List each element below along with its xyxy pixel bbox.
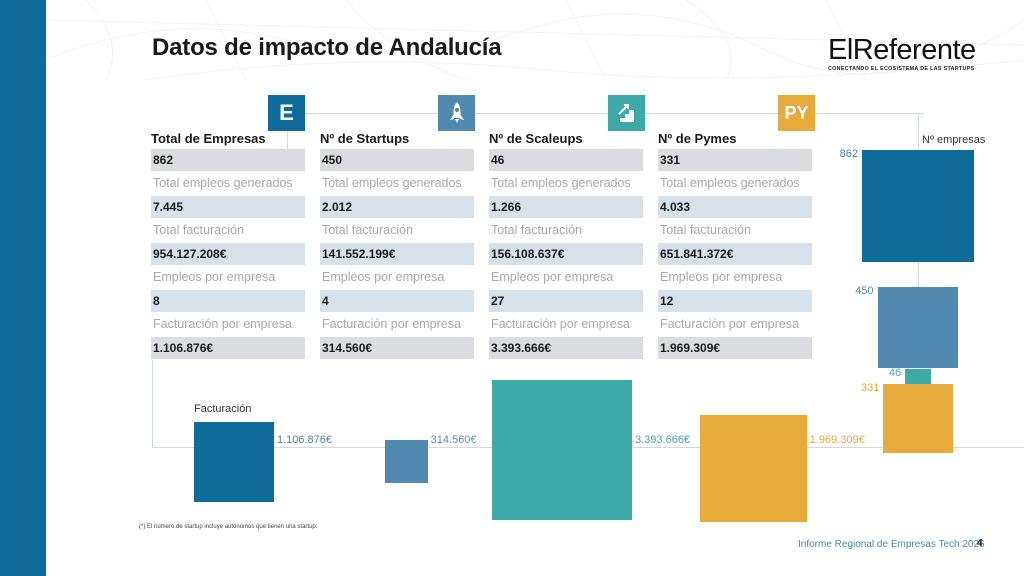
empresas-square-startups: [877, 287, 959, 368]
empresas-square-pymes: [883, 384, 953, 454]
empleos-empresa-value: 12: [658, 290, 812, 312]
facturacion-square-empresas: [194, 422, 274, 502]
empleos-value: 2.012: [320, 196, 474, 218]
empresas-label-startups: 450: [855, 285, 874, 297]
count-value: 862: [151, 149, 305, 171]
logo-tagline: CONECTANDO EL ECOSISTEMA DE LAS STARTUPS: [828, 66, 975, 72]
empleos-empresa-value: 8: [151, 290, 305, 312]
footer-report-name: Informe Regional de Empresas Tech 2026: [798, 539, 985, 550]
facturacion-square-pymes: [700, 415, 807, 522]
empleos-value: 1.266: [489, 196, 643, 218]
empleos-value: 4.033: [658, 196, 812, 218]
facturacion-chart-title: Facturación: [194, 403, 252, 415]
empresas-label-scaleups: 46: [888, 367, 902, 379]
column-title: Nº de Pymes: [658, 131, 737, 146]
column-startups: Nº de Startups 450 Total empleos generad…: [320, 127, 474, 359]
count-value: 450: [320, 149, 474, 171]
facturacion-value: 651.841.372€: [658, 243, 812, 265]
empresas-square-empresas: [862, 150, 974, 262]
footnote: (*) El número de startup incluye autónom…: [139, 524, 318, 530]
facturacion-empresa-label: Facturación por empresa: [153, 317, 292, 331]
brand-logo: ElReferente CONECTANDO EL ECOSISTEMA DE …: [828, 34, 988, 73]
column-title: Total de Empresas: [151, 131, 266, 146]
facturacion-label-scaleups: 3.393.666€: [635, 434, 691, 446]
empresas-chart-title: Nº empresas: [922, 134, 986, 146]
empleos-label: Total empleos generados: [153, 176, 293, 190]
facturacion-label-pymes: 1.969.309€: [809, 434, 865, 446]
facturacion-label-startups: 314.560€: [430, 434, 477, 446]
count-value: 331: [658, 149, 812, 171]
empleos-value: 7.445: [151, 196, 305, 218]
empleos-empresa-label: Empleos por empresa: [322, 270, 445, 284]
facturacion-value: 954.127.208€: [151, 243, 305, 265]
rocket-icon: [438, 95, 475, 131]
facturacion-empresa-value: 1.106.876€: [151, 337, 305, 359]
empleos-empresa-label: Empleos por empresa: [660, 270, 783, 284]
column-empresas: Total de Empresas 862 Total empleos gene…: [151, 127, 305, 359]
facturacion-empresa-value: 1.969.309€: [658, 337, 812, 359]
facturacion-label: Total facturación: [322, 223, 414, 237]
facturacion-empresa-label: Facturación por empresa: [322, 317, 461, 331]
logo-name: ElReferente: [828, 34, 976, 66]
letters-py-icon: PY: [778, 95, 815, 131]
facturacion-empresa-value: 314.560€: [320, 337, 474, 359]
empleos-label: Total empleos generados: [491, 176, 631, 190]
empresas-label-pymes: 331: [860, 382, 880, 394]
empresas-label-empresas: 862: [839, 148, 858, 160]
page-number: 4: [977, 538, 983, 549]
page-title: Datos de impacto de Andalucía: [152, 34, 502, 61]
empleos-empresa-value: 27: [489, 290, 643, 312]
connector-line-right-vertical: [918, 113, 919, 433]
facturacion-square-startups: [385, 440, 428, 483]
column-scaleups: Nº de Scaleups 46 Total empleos generado…: [489, 127, 643, 359]
facturacion-empresa-label: Facturación por empresa: [660, 317, 799, 331]
empleos-label: Total empleos generados: [660, 176, 800, 190]
connector-line-left-vertical: [152, 360, 153, 447]
facturacion-empresa-label: Facturación por empresa: [491, 317, 630, 331]
facturacion-value: 141.552.199€: [320, 243, 474, 265]
connector-line-empresas: [287, 131, 288, 149]
facturacion-label: Total facturación: [153, 223, 245, 237]
facturacion-empresa-value: 3.393.666€: [489, 337, 643, 359]
empleos-empresa-label: Empleos por empresa: [491, 270, 614, 284]
empleos-label: Total empleos generados: [322, 176, 462, 190]
column-title: Nº de Startups: [320, 131, 410, 146]
letter-e-icon: E: [268, 95, 305, 131]
count-value: 46: [489, 149, 643, 171]
sidebar-accent: [0, 0, 46, 576]
facturacion-label-empresas: 1.106.876€: [276, 434, 333, 446]
stairs-growth-icon: [608, 95, 645, 131]
facturacion-value: 156.108.637€: [489, 243, 643, 265]
column-pymes: Nº de Pymes 331 Total empleos generados …: [658, 127, 812, 359]
empleos-empresa-label: Empleos por empresa: [153, 270, 276, 284]
facturacion-square-scaleups: [492, 380, 632, 520]
map-background-pattern: [46, 0, 1024, 80]
facturacion-label: Total facturación: [660, 223, 752, 237]
column-title: Nº de Scaleups: [489, 131, 583, 146]
facturacion-label: Total facturación: [491, 223, 583, 237]
empleos-empresa-value: 4: [320, 290, 474, 312]
